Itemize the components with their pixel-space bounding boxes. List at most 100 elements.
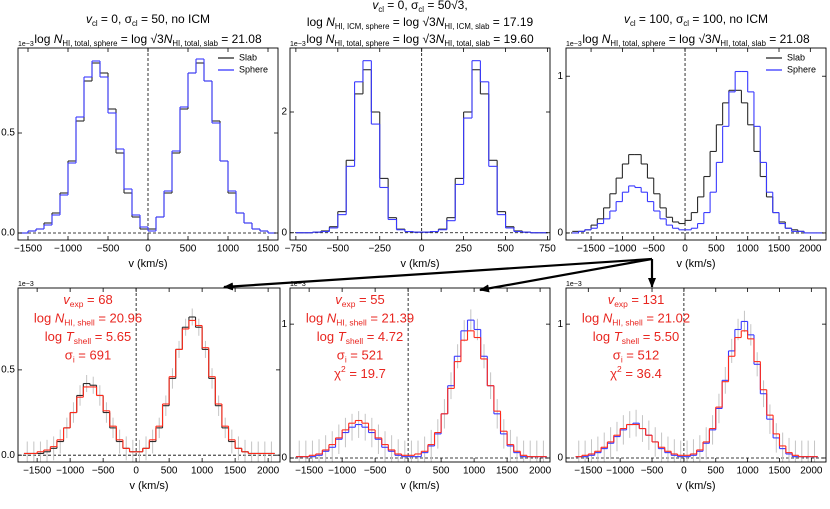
subscript: cl (378, 5, 384, 14)
x-axis-label: v (km/s) (129, 480, 168, 492)
text-run: log (317, 329, 338, 344)
rich-text: log NHI, ICM, sphere = log √3NHI, ICM, s… (307, 15, 534, 31)
subscript: HI, total, sphere (334, 39, 389, 48)
text-run: v (335, 292, 343, 307)
text-run: = log √3 (665, 32, 712, 46)
subscript: cl (92, 19, 98, 28)
subscript: HI, ICM, sphere (335, 22, 390, 31)
text-run: = 68 (83, 292, 112, 307)
text-run: = 521 (347, 348, 384, 363)
y-tick-label: 0 (557, 228, 563, 239)
text-run: = 19.7 (346, 366, 386, 381)
y-tick-label: 0 (281, 453, 287, 464)
text-run: N (602, 32, 611, 46)
x-tick-label: 1500 (257, 244, 280, 255)
x-tick-label: 250 (455, 244, 472, 255)
subscript: HI, shell (64, 318, 95, 328)
y-tick-label: 0.5 (1, 365, 15, 376)
rich-text: log NHI, shell = 21.02 (582, 311, 690, 328)
subscript: cl (683, 19, 689, 28)
arrow (223, 257, 653, 291)
text-run: = 0, σ (98, 12, 133, 26)
x-tick-label: −500 (97, 244, 120, 255)
text-run: = 50, no ICM (138, 12, 210, 26)
plot-frame (17, 287, 281, 463)
rich-text: log Tshell = 5.65 (45, 329, 131, 346)
text-run: log (582, 32, 601, 46)
x-tick-label: 2000 (799, 244, 822, 255)
rich-text: log Tshell = 5.50 (593, 329, 679, 346)
text-run: log (307, 15, 326, 29)
x-tick-label: 0 (682, 244, 688, 255)
text-run: log (582, 311, 603, 326)
x-tick-label: 1000 (217, 244, 240, 255)
text-run: log (306, 311, 327, 326)
x-axis-label: v (km/s) (128, 258, 167, 270)
rich-text: σi = 521 (337, 348, 383, 365)
subscript: HI, ICM, slab (444, 22, 490, 31)
superscript: 2 (617, 364, 622, 374)
text-run: = 20.96 (95, 311, 142, 326)
x-tick-label: 1500 (224, 466, 247, 477)
plot-frame (17, 47, 279, 241)
subscript: shell (346, 336, 363, 346)
subscript: HI, total, slab (172, 39, 218, 48)
x-tick-label: −500 (327, 244, 350, 255)
rich-text: χ2 = 36.4 (610, 364, 662, 381)
text-run: T (338, 329, 347, 344)
legend-label: Sphere (239, 64, 268, 74)
x-tick-label: 500 (707, 466, 724, 477)
rich-text: vexp = 131 (608, 292, 665, 309)
x-tick-label: 1500 (768, 466, 791, 477)
plot-frame (289, 47, 551, 241)
text-run: log (34, 311, 55, 326)
text-run: N (326, 32, 335, 46)
text-run: N (436, 32, 445, 46)
text-run: = log √3 (389, 32, 436, 46)
x-tick-label: 1500 (768, 244, 791, 255)
rich-text: vexp = 68 (63, 292, 112, 309)
text-run: log (306, 32, 325, 46)
x-tick-label: −250 (368, 244, 391, 255)
text-run: = log √3 (117, 32, 164, 46)
text-run: = 36.4 (622, 366, 662, 381)
text-run: = 131 (628, 292, 665, 307)
text-run: = 50√3, (424, 0, 468, 12)
rich-text: vcl = 0, σcl = 50, no ICM (86, 12, 210, 28)
text-run: N (327, 311, 337, 326)
x-tick-label: −1500 (295, 466, 324, 477)
subscript: cl (630, 19, 636, 28)
subscript: HI, shell (336, 318, 367, 328)
text-run: = 0, σ (384, 0, 419, 12)
subscript: HI, total, sphere (610, 39, 665, 48)
text-run: σ (65, 348, 73, 363)
legend-label: Slab (239, 52, 257, 62)
x-tick-label: −1000 (328, 466, 357, 477)
offset-text: 1e−3 (566, 41, 582, 48)
y-tick-label: 0.5 (1, 128, 15, 139)
text-run: N (164, 32, 173, 46)
subscript: shell (74, 336, 91, 346)
text-run: = 691 (75, 348, 112, 363)
x-tick-label: −1500 (14, 244, 43, 255)
x-tick-label: 1000 (736, 466, 759, 477)
text-run: N (54, 32, 63, 46)
x-tick-label: −1000 (606, 466, 635, 477)
subscript: i (73, 355, 75, 365)
subscript: HI, total, slab (444, 39, 490, 48)
x-tick-label: −1000 (54, 244, 83, 255)
x-tick-label: 500 (497, 244, 514, 255)
x-tick-label: 500 (180, 244, 197, 255)
offset-text: 1e−3 (290, 281, 306, 288)
rich-text: log NHI, shell = 21.39 (306, 311, 414, 328)
y-tick-label: 1 (557, 71, 563, 82)
text-run: = 5.50 (639, 329, 679, 344)
x-tick-label: −500 (642, 244, 665, 255)
x-tick-label: 1000 (463, 466, 486, 477)
offset-text: 1e−3 (18, 41, 34, 48)
plot-area (290, 48, 550, 240)
subscript: exp (614, 299, 628, 309)
x-axis-label: v (km/s) (400, 480, 439, 492)
